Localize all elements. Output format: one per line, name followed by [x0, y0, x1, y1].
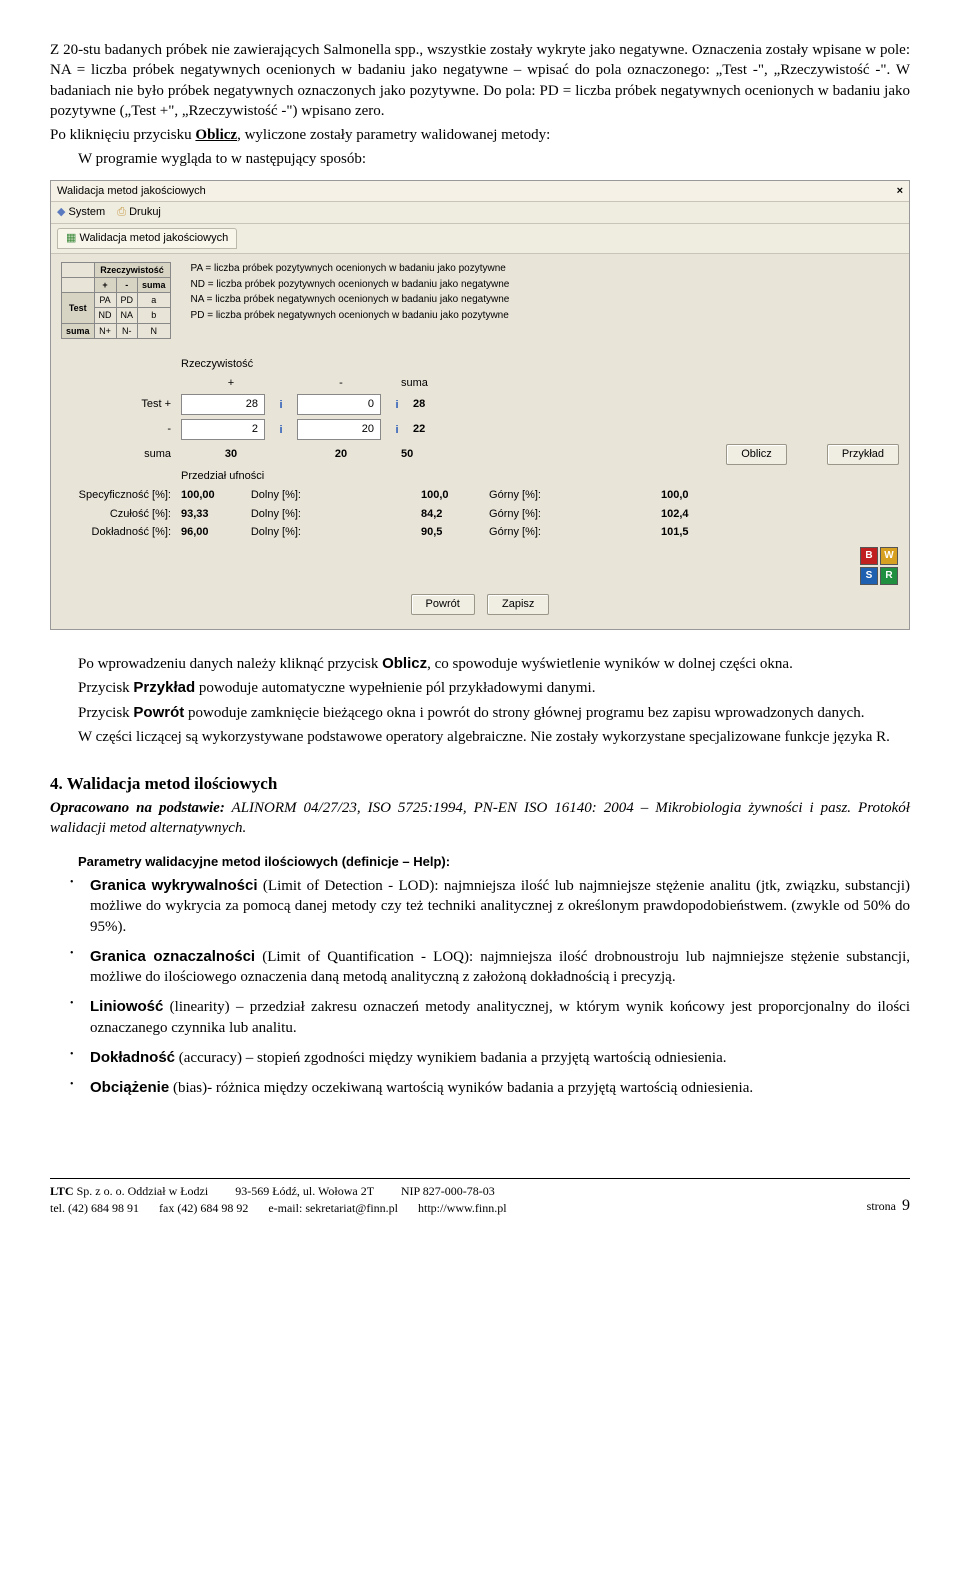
- section-4-heading: 4. Walidacja metod ilościowych: [50, 773, 910, 796]
- after-p4: W części liczącej są wykorzystywane pods…: [50, 727, 910, 747]
- powrot-word: Powrót: [133, 704, 184, 721]
- przyklad-word: Przykład: [133, 679, 195, 696]
- dolny-label: Dolny [%]:: [241, 488, 301, 503]
- spec-label: Specyficzność [%]:: [61, 488, 171, 503]
- dokl-lo: 90,5: [421, 525, 471, 540]
- input-tn[interactable]: 20: [297, 419, 381, 440]
- dolny-label: Dolny [%]:: [241, 507, 301, 522]
- sq-b[interactable]: B: [860, 547, 878, 565]
- spec-lo: 100,0: [421, 488, 471, 503]
- input-tp[interactable]: 28: [181, 394, 265, 415]
- after-p1: Po wprowadzeniu danych należy kliknąć pr…: [50, 654, 910, 674]
- mini-legend-table: Rzeczywistość +-suma TestPAPDa NDNAb sum…: [61, 262, 171, 339]
- sq-r[interactable]: R: [880, 567, 898, 585]
- oblicz-word: Oblicz: [195, 127, 237, 143]
- def-item: Obciążenie (bias)- różnica między oczeki…: [50, 1078, 910, 1098]
- sq-s[interactable]: S: [860, 567, 878, 585]
- info-icon[interactable]: i: [275, 424, 287, 436]
- menu-system[interactable]: ◆ System: [57, 205, 105, 220]
- footer-fax: fax (42) 684 98 92: [159, 1200, 248, 1217]
- col1-sum: 30: [181, 447, 281, 462]
- footer-address: 93-569 Łódź, ul. Wołowa 2T: [235, 1184, 374, 1198]
- page-number: 9: [902, 1197, 910, 1214]
- dokl-val: 96,00: [181, 525, 231, 540]
- def-item: Granica wykrywalności (Limit of Detectio…: [50, 876, 910, 937]
- def-item: Liniowość (linearity) – przedział zakres…: [50, 997, 910, 1038]
- dokl-hi: 101,5: [661, 525, 711, 540]
- input-fp[interactable]: 0: [297, 394, 381, 415]
- toolbar: ◆ System ⎙ Drukuj: [51, 202, 909, 224]
- col-plus: +: [181, 376, 281, 391]
- dolny-label: Dolny [%]:: [241, 525, 301, 540]
- color-legend: BW SR: [61, 546, 899, 586]
- footer-tel: tel. (42) 684 98 91: [50, 1200, 139, 1217]
- rzecz-label: Rzeczywistość: [181, 357, 401, 372]
- czul-val: 93,33: [181, 507, 231, 522]
- intro-paragraph: Z 20-stu badanych próbek nie zawierający…: [50, 40, 910, 121]
- close-icon[interactable]: ×: [897, 184, 903, 199]
- footer-email: e-mail: sekretariat@finn.pl: [268, 1200, 398, 1217]
- window-titlebar: Walidacja metod jakościowych ×: [51, 181, 909, 203]
- czul-hi: 102,4: [661, 507, 711, 522]
- row-test-plus: Test +: [61, 397, 171, 412]
- footer-url: http://www.finn.pl: [418, 1200, 507, 1217]
- ci-label: Przedział ufności: [181, 469, 264, 484]
- sq-w[interactable]: W: [880, 547, 898, 565]
- input-fn[interactable]: 2: [181, 419, 265, 440]
- col-suma: suma: [401, 376, 461, 391]
- zapisz-button[interactable]: Zapisz: [487, 594, 549, 615]
- after-p3: Przycisk Powrót powoduje zamknięcie bież…: [50, 703, 910, 723]
- col2-sum: 20: [291, 447, 391, 462]
- row-test-minus: -: [61, 422, 171, 437]
- page-footer: LTC Sp. z o. o. Oddział w Łodzi 93-569 Ł…: [50, 1178, 910, 1217]
- footer-nip: NIP 827-000-78-03: [401, 1184, 495, 1198]
- przyklad-button[interactable]: Przykład: [827, 444, 899, 465]
- powrot-button[interactable]: Powrót: [411, 594, 475, 615]
- text: Po kliknięciu przycisku: [50, 127, 195, 143]
- after-p2: Przycisk Przykład powoduje automatyczne …: [50, 678, 910, 698]
- total-sum: 50: [401, 447, 451, 462]
- gorny-label: Górny [%]:: [481, 525, 541, 540]
- czul-label: Czułość [%]:: [61, 507, 171, 522]
- intro-paragraph-2: Po kliknięciu przycisku Oblicz, wyliczon…: [50, 125, 910, 145]
- app-window: Walidacja metod jakościowych × ◆ System …: [50, 180, 910, 631]
- window-title: Walidacja metod jakościowych: [57, 184, 206, 199]
- row2-sum: 22: [413, 422, 463, 437]
- col-minus: -: [291, 376, 391, 391]
- gorny-label: Górny [%]:: [481, 488, 541, 503]
- row-suma: suma: [61, 447, 171, 462]
- spec-val: 100,00: [181, 488, 231, 503]
- czul-lo: 84,2: [421, 507, 471, 522]
- spec-hi: 100,0: [661, 488, 711, 503]
- def-item: Granica oznaczalności (Limit of Quantifi…: [50, 947, 910, 988]
- intro-paragraph-3: W programie wygląda to w następujący spo…: [50, 149, 910, 169]
- definitions-list: Granica wykrywalności (Limit of Detectio…: [50, 876, 910, 1098]
- info-icon[interactable]: i: [391, 424, 403, 436]
- page-label: strona: [867, 1199, 896, 1213]
- params-heading: Parametry walidacyjne metod ilościowych …: [78, 853, 910, 871]
- legend-text: PA = liczba próbek pozytywnych ocenionyc…: [191, 262, 510, 324]
- info-icon[interactable]: i: [391, 399, 403, 411]
- section-4-subtitle: Opracowano na podstawie: ALINORM 04/27/2…: [50, 798, 910, 839]
- results-area: Rzeczywistość + - suma Test + 28i 0i 28 …: [51, 357, 909, 629]
- dokl-label: Dokładność [%]:: [61, 525, 171, 540]
- text: , wyliczone zostały parametry walidowane…: [237, 127, 550, 143]
- row1-sum: 28: [413, 397, 463, 412]
- info-icon[interactable]: i: [275, 399, 287, 411]
- oblicz-word: Oblicz: [382, 655, 427, 672]
- gorny-label: Górny [%]:: [481, 507, 541, 522]
- tab-walidacja[interactable]: ▦ Walidacja metod jakościowych: [57, 228, 237, 249]
- tab-row: ▦ Walidacja metod jakościowych: [51, 224, 909, 254]
- footer-company-rest: Sp. z o. o. Oddział w Łodzi: [74, 1184, 209, 1198]
- footer-company: LTC: [50, 1184, 74, 1198]
- menu-print[interactable]: ⎙ Drukuj: [117, 205, 161, 220]
- oblicz-button[interactable]: Oblicz: [726, 444, 787, 465]
- def-item: Dokładność (accuracy) – stopień zgodnośc…: [50, 1048, 910, 1068]
